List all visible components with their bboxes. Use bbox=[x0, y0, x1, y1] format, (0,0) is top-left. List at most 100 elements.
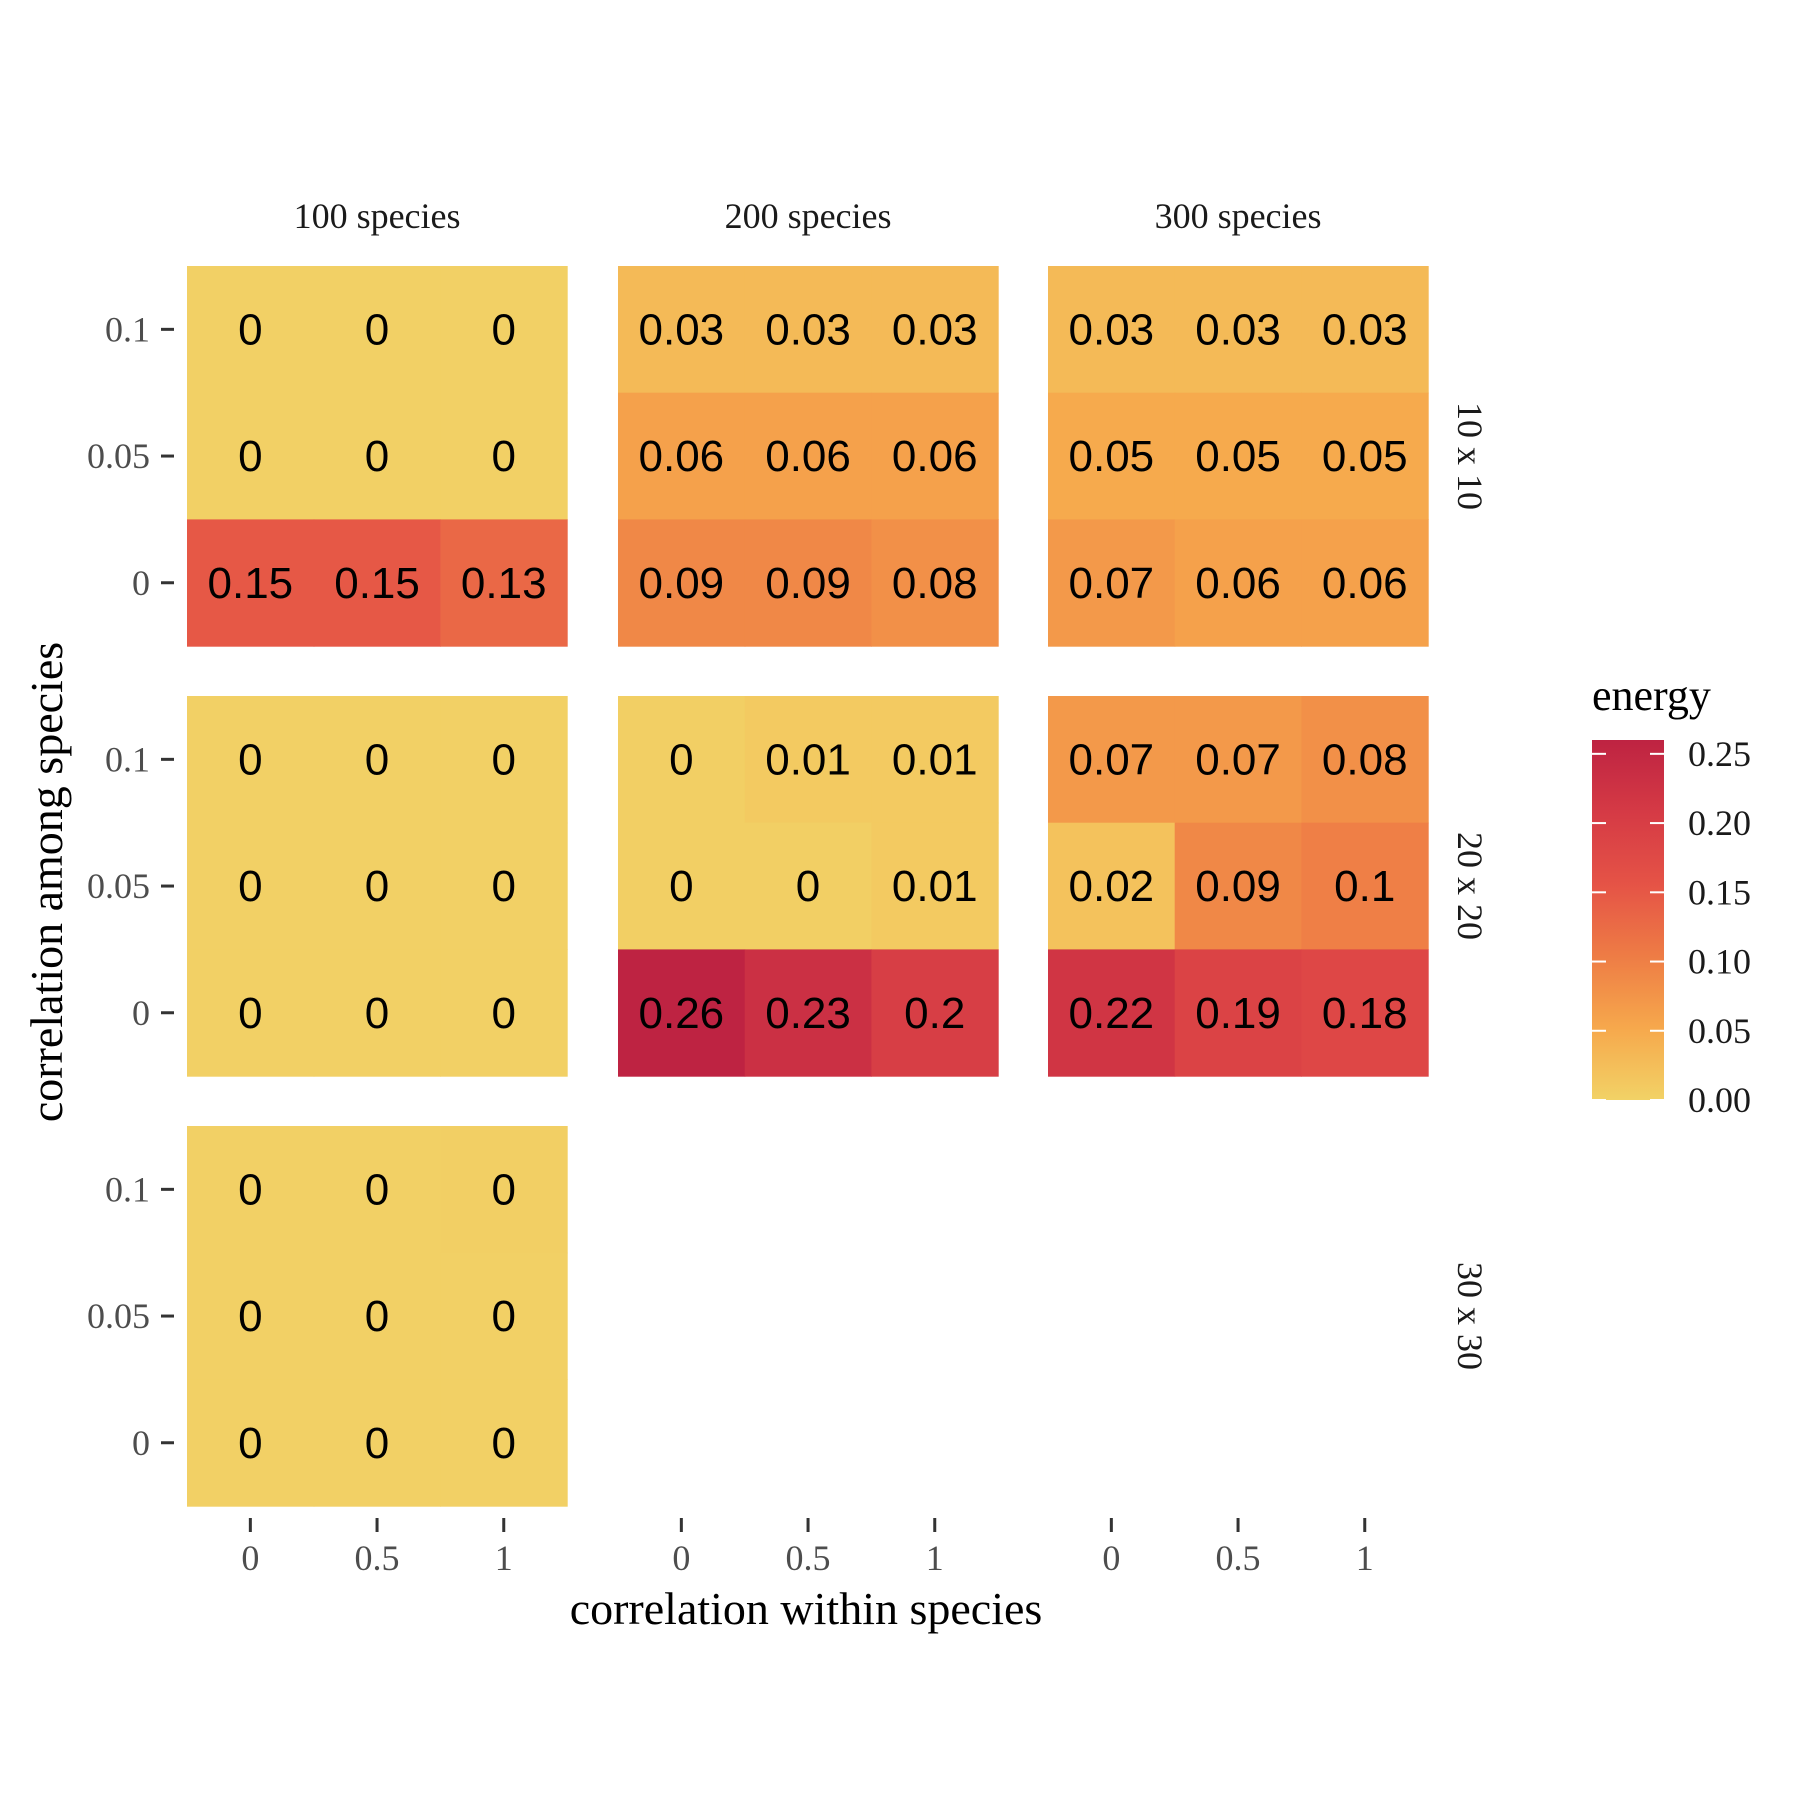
heatmap-cell bbox=[1048, 696, 1176, 824]
heatmap-cell bbox=[744, 266, 872, 394]
heatmap-cell bbox=[313, 392, 441, 520]
cell-value-label: 0 bbox=[238, 432, 262, 481]
heatmap-cell bbox=[744, 822, 872, 950]
cell-value-label: 0 bbox=[492, 1419, 516, 1468]
heatmap-cell bbox=[1048, 392, 1176, 520]
heatmap-cell bbox=[440, 1252, 568, 1380]
heatmap-cell bbox=[1048, 949, 1176, 1077]
cell-value-label: 0.06 bbox=[765, 432, 851, 481]
heatmap-cell bbox=[618, 519, 746, 647]
cell-value-label: 0 bbox=[238, 1292, 262, 1341]
cell-value-label: 0.23 bbox=[765, 989, 851, 1038]
heatmap-cell bbox=[744, 392, 872, 520]
row-facet-label: 10 x 10 bbox=[1450, 402, 1490, 510]
x-tick-label: 1 bbox=[495, 1538, 513, 1578]
y-tick-label: 0.1 bbox=[105, 1169, 150, 1209]
heatmap-cell bbox=[744, 696, 872, 824]
heatmap-cell bbox=[618, 949, 746, 1077]
y-tick-label: 0 bbox=[132, 993, 150, 1033]
heatmap-cell bbox=[187, 392, 315, 520]
cell-value-label: 0 bbox=[365, 305, 389, 354]
heatmap-cell bbox=[313, 696, 441, 824]
heatmap-cell bbox=[313, 1379, 441, 1507]
cell-value-label: 0.05 bbox=[1069, 432, 1155, 481]
cell-value-label: 0.09 bbox=[639, 559, 725, 608]
legend-tick-label: 0.20 bbox=[1688, 803, 1751, 843]
heatmap-cell bbox=[1301, 392, 1429, 520]
x-tick-label: 0 bbox=[241, 1538, 259, 1578]
cell-value-label: 0.01 bbox=[892, 862, 978, 911]
cell-value-label: 0 bbox=[796, 862, 820, 911]
x-tick-label: 0 bbox=[1102, 1538, 1120, 1578]
cell-value-label: 0.02 bbox=[1069, 862, 1155, 911]
cell-value-label: 0 bbox=[669, 735, 693, 784]
heatmap-cell bbox=[313, 822, 441, 950]
col-facet-label: 300 species bbox=[1155, 196, 1322, 236]
heatmap-cell bbox=[1301, 266, 1429, 394]
heatmap-cell bbox=[313, 519, 441, 647]
heatmap-cell bbox=[187, 949, 315, 1077]
panel-100-species-30x30: 0 0 0 0 0 0 0 0 0 bbox=[187, 1126, 568, 1507]
heatmap-cell bbox=[618, 696, 746, 824]
heatmap-cell bbox=[313, 949, 441, 1077]
cell-value-label: 0 bbox=[365, 989, 389, 1038]
heatmap-cell bbox=[744, 519, 872, 647]
heatmap-cell bbox=[1174, 949, 1302, 1077]
cell-value-label: 0.07 bbox=[1069, 559, 1155, 608]
heatmap-cell bbox=[440, 266, 568, 394]
cell-value-label: 0 bbox=[238, 1419, 262, 1468]
cell-value-label: 0 bbox=[365, 735, 389, 784]
y-tick-label: 0.1 bbox=[105, 739, 150, 779]
x-tick-label: 0.5 bbox=[1216, 1538, 1261, 1578]
col-facet-label: 200 species bbox=[725, 196, 892, 236]
heatmap-cell bbox=[187, 1126, 315, 1254]
y-tick-label: 0.05 bbox=[87, 1296, 150, 1336]
legend-title: energy bbox=[1592, 671, 1711, 720]
cell-value-label: 0.06 bbox=[1322, 559, 1408, 608]
heatmap-cell bbox=[440, 519, 568, 647]
cell-value-label: 0.18 bbox=[1322, 989, 1408, 1038]
heatmap-cell bbox=[1301, 822, 1429, 950]
cell-value-label: 0 bbox=[238, 305, 262, 354]
cell-value-label: 0.15 bbox=[334, 559, 420, 608]
panel-200-species-20x20: 0 0.01 0.01 0 0 0.01 0.26 0.23 0.2 bbox=[618, 696, 999, 1077]
cell-value-label: 0.05 bbox=[1195, 432, 1281, 481]
legend: energy 0.00 0.05 0.10 0.15 0.20 0.25 bbox=[1592, 671, 1751, 1120]
panel-100-species-10x10: 0 0 0 0 0 0 0.15 0.15 0.13 bbox=[187, 266, 568, 647]
heatmap-cell bbox=[871, 519, 999, 647]
cell-value-label: 0.07 bbox=[1195, 735, 1281, 784]
cell-value-label: 0.15 bbox=[208, 559, 294, 608]
panel-300-species-20x20: 0.07 0.07 0.08 0.02 0.09 0.1 0.22 0.19 0.18 bbox=[1048, 696, 1429, 1077]
heatmap-cell bbox=[440, 822, 568, 950]
heatmap-cell bbox=[187, 266, 315, 394]
cell-value-label: 0 bbox=[365, 1165, 389, 1214]
legend-tick-label: 0.25 bbox=[1688, 734, 1751, 774]
legend-tick-label: 0.00 bbox=[1688, 1080, 1751, 1120]
heatmap-cell bbox=[618, 822, 746, 950]
cell-value-label: 0 bbox=[365, 862, 389, 911]
y-tick-label: 0.05 bbox=[87, 436, 150, 476]
heatmap-cell bbox=[1301, 949, 1429, 1077]
cell-value-label: 0 bbox=[492, 989, 516, 1038]
y-tick-label: 0 bbox=[132, 563, 150, 603]
panel-100-species-20x20: 0 0 0 0 0 0 0 0 0 bbox=[187, 696, 568, 1077]
heatmap-cell bbox=[313, 1252, 441, 1380]
cell-value-label: 0.19 bbox=[1195, 989, 1281, 1038]
cell-value-label: 0.2 bbox=[904, 989, 965, 1038]
heatmap-cell bbox=[440, 1379, 568, 1507]
cell-value-label: 0.03 bbox=[765, 305, 851, 354]
cell-value-label: 0.1 bbox=[1334, 862, 1395, 911]
heatmap-cell bbox=[744, 949, 872, 1077]
y-tick-label: 0.05 bbox=[87, 866, 150, 906]
heatmap-cell bbox=[1048, 822, 1176, 950]
heatmap-cell bbox=[871, 949, 999, 1077]
panel-300-species-10x10: 0.03 0.03 0.03 0.05 0.05 0.05 0.07 0.06 0.06 bbox=[1048, 266, 1429, 647]
heatmap-cell bbox=[1174, 266, 1302, 394]
cell-value-label: 0 bbox=[492, 735, 516, 784]
cell-value-label: 0.06 bbox=[892, 432, 978, 481]
cell-value-label: 0 bbox=[492, 305, 516, 354]
heatmap-cell bbox=[1174, 519, 1302, 647]
heatmap-cell bbox=[871, 266, 999, 394]
cell-value-label: 0 bbox=[238, 989, 262, 1038]
heatmap-cell bbox=[440, 1126, 568, 1254]
